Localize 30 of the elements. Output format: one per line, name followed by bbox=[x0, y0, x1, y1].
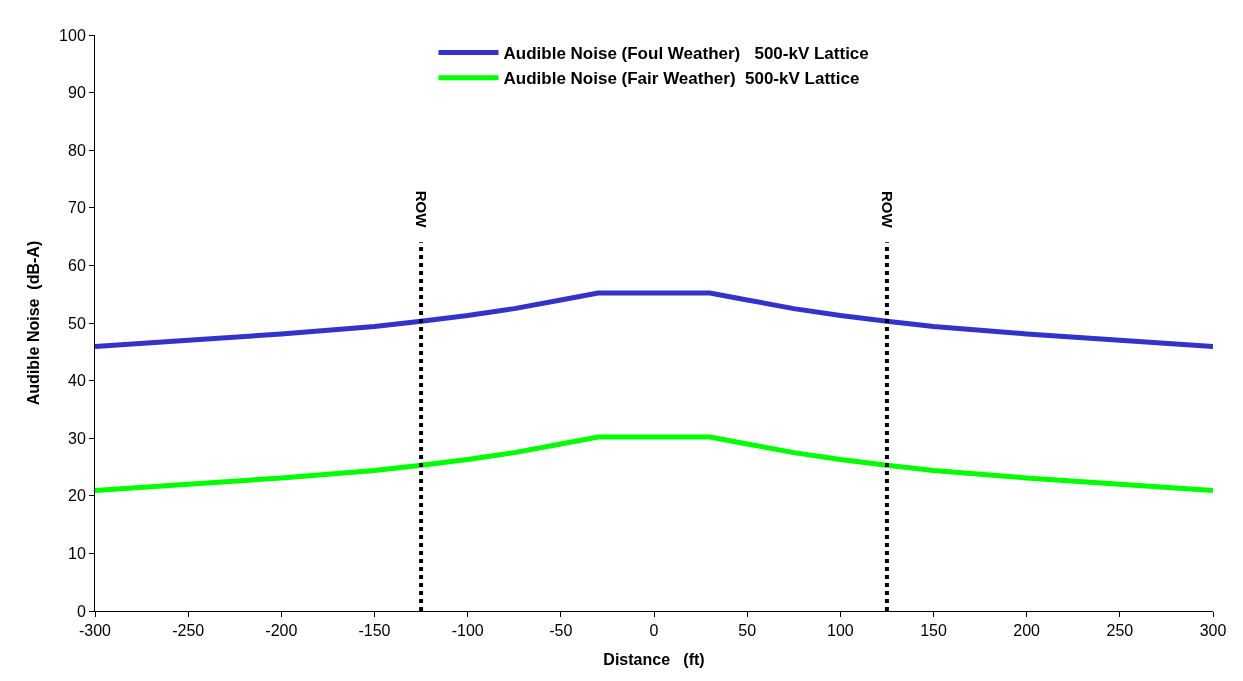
legend-label: Audible Noise (Foul Weather) 500-kV Lattice bbox=[503, 44, 869, 64]
ref-line-label: ROW bbox=[878, 190, 896, 229]
y-tick-label: 50 bbox=[68, 314, 86, 332]
y-tick-label: 90 bbox=[68, 84, 86, 102]
x-tick-label: 100 bbox=[826, 622, 854, 640]
y-tick-label: 60 bbox=[68, 257, 86, 274]
x-axis-title: Distance (ft) bbox=[603, 650, 705, 668]
x-tick-label: 300 bbox=[1199, 622, 1227, 640]
ref-line-label: ROW bbox=[412, 190, 430, 229]
y-tick-label: 100 bbox=[59, 26, 86, 44]
y-tick-label: 30 bbox=[68, 429, 86, 447]
y-tick-label: 10 bbox=[68, 545, 86, 562]
y-tick-label: 0 bbox=[76, 602, 86, 620]
x-tick-label: 200 bbox=[1013, 622, 1041, 640]
x-tick-label: -200 bbox=[265, 622, 298, 640]
x-tick-label: 50 bbox=[738, 622, 757, 640]
y-tick-label: 40 bbox=[68, 372, 86, 390]
x-tick-label: 0 bbox=[649, 622, 659, 640]
x-tick-label: 250 bbox=[1106, 622, 1134, 640]
x-tick-label: -150 bbox=[358, 622, 391, 640]
x-tick-label: -250 bbox=[172, 622, 205, 640]
legend-label: Audible Noise (Fair Weather) 500-kV Lattice bbox=[503, 69, 860, 89]
y-tick-label: 70 bbox=[68, 199, 86, 217]
x-tick-label: -300 bbox=[78, 622, 112, 640]
y-tick-label: 20 bbox=[68, 487, 86, 505]
x-tick-label: -50 bbox=[549, 622, 573, 640]
y-axis-title: Audible Noise (dB-A) bbox=[25, 240, 42, 406]
x-tick-label: -100 bbox=[451, 622, 484, 640]
x-tick-label: 150 bbox=[920, 622, 947, 640]
y-tick-label: 80 bbox=[68, 141, 86, 159]
